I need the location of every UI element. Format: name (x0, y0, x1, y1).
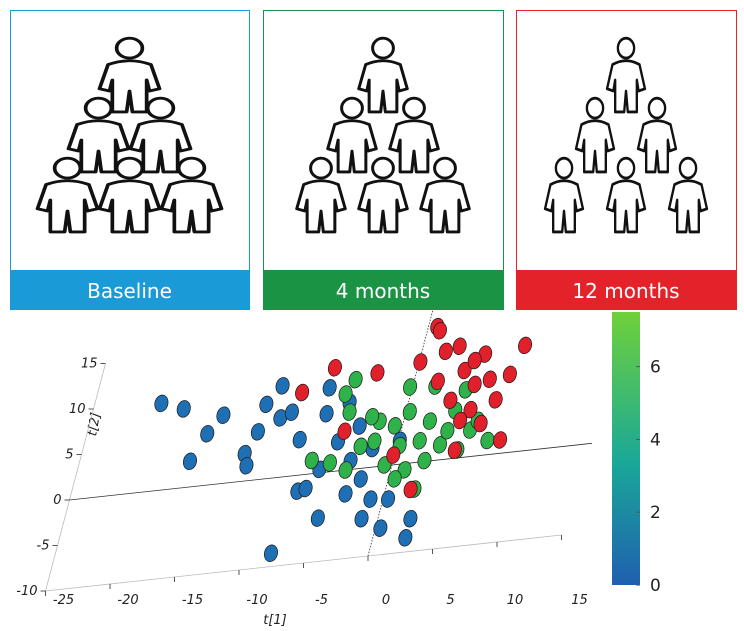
data-point (258, 394, 275, 414)
figure-svg: t[1] t[2] Baseline 4 months 12 months -25 -2… (0, 0, 744, 631)
data-point (182, 451, 199, 471)
data-point (326, 358, 343, 378)
panel-label: 4 months (336, 279, 430, 303)
data-point (380, 489, 397, 509)
data-point (337, 484, 354, 504)
data-point (215, 405, 232, 425)
panel-label: Baseline (87, 279, 172, 303)
data-point (263, 543, 280, 563)
x-tick-label: -15 (182, 593, 203, 608)
data-point (249, 422, 266, 442)
colorbar (612, 312, 640, 585)
data-point (353, 509, 370, 529)
data-point (451, 336, 468, 356)
y-tick-label: -5 (37, 539, 50, 554)
figure: t[1] t[2] Baseline 4 months 12 months -25 -2… (0, 0, 744, 631)
data-point (321, 378, 338, 398)
data-point (369, 363, 386, 383)
x-tick-label: -20 (117, 593, 138, 608)
data-point (501, 365, 518, 385)
x-tick-label: 0 (382, 593, 390, 608)
data-point (412, 352, 429, 372)
data-point (517, 335, 534, 355)
y-tick-label: 0 (53, 493, 61, 508)
y-tick-label: 15 (81, 357, 98, 372)
data-point (291, 430, 308, 450)
y-tick-label: 10 (69, 402, 86, 417)
data-point (437, 341, 454, 361)
data-point (411, 431, 428, 451)
x-axis-line (70, 443, 592, 500)
data-point (318, 404, 335, 424)
data-point (352, 469, 369, 489)
data-point (274, 376, 291, 396)
x-tick-label: 10 (507, 593, 524, 608)
data-point (294, 383, 311, 403)
data-point (421, 411, 438, 431)
axis-edge (46, 364, 106, 592)
x-tick-label: -10 (246, 593, 267, 608)
x-tick-label: -5 (315, 593, 328, 608)
x-tick-label: 15 (571, 593, 588, 608)
data-point (309, 508, 326, 528)
colorbar-tick-label: 0 (650, 576, 661, 596)
data-point (372, 518, 389, 538)
data-point (175, 399, 192, 419)
x-tick-label: 5 (446, 593, 454, 608)
y-axis-title: t[2] (85, 412, 104, 438)
colorbar-tick-label: 4 (650, 430, 661, 450)
y-tick-label: 5 (65, 448, 73, 463)
data-point (416, 451, 433, 471)
colorbar-tick-label: 6 (650, 358, 661, 378)
data-point (487, 390, 504, 410)
x-tick-label: -25 (53, 593, 74, 608)
colorbar-tick-label: 2 (650, 503, 661, 523)
data-point (402, 377, 419, 397)
y-tick-label: -10 (16, 584, 37, 599)
data-point (402, 509, 419, 529)
x-axis-title: t[1] (263, 613, 287, 628)
data-point (199, 424, 216, 444)
data-point (481, 369, 498, 389)
panel-label: 12 months (572, 279, 679, 303)
data-point (492, 430, 509, 450)
data-point (397, 528, 414, 548)
data-point (362, 489, 379, 509)
data-point (153, 394, 170, 414)
